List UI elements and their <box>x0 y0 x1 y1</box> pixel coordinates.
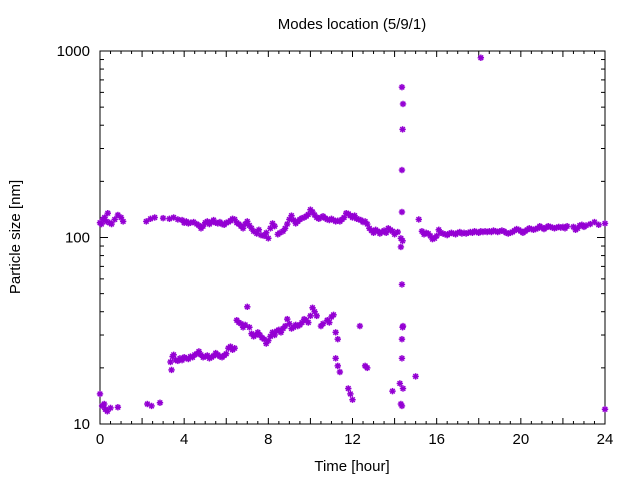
data-point <box>167 365 176 374</box>
y-tick-labels: 10 100 1000 <box>57 43 90 433</box>
data-point <box>335 368 344 376</box>
data-point <box>329 310 338 319</box>
data-point <box>230 344 239 353</box>
data-point <box>601 405 609 414</box>
data-point <box>119 217 128 226</box>
data-point <box>312 311 321 320</box>
data-point <box>150 213 159 222</box>
data-point <box>110 215 119 224</box>
data-point <box>355 322 364 331</box>
data-point <box>397 83 406 92</box>
data-point <box>222 349 231 358</box>
data-point <box>348 395 357 404</box>
data-point <box>107 220 116 229</box>
axis-ticks <box>99 50 606 425</box>
data-point <box>399 384 407 393</box>
data-point <box>331 354 340 363</box>
x-tick-labels: 0 4 8 12 16 20 24 <box>96 431 614 448</box>
data-point <box>333 361 342 370</box>
plot-frame <box>99 50 606 425</box>
data-point <box>96 389 104 398</box>
data-point <box>159 214 168 223</box>
y-tick-label: 1000 <box>57 43 90 60</box>
data-point <box>397 280 406 289</box>
data-point <box>397 166 406 174</box>
data-point <box>156 398 164 407</box>
y-tick-label: 100 <box>65 230 90 247</box>
x-tick-label: 8 <box>264 431 272 448</box>
data-point <box>399 322 407 331</box>
data-point <box>331 328 340 337</box>
data-point <box>414 215 423 224</box>
data-point <box>147 401 156 410</box>
data-point <box>245 323 254 332</box>
y-tick-label: 10 <box>73 416 90 433</box>
data-point <box>397 335 406 344</box>
data-point <box>594 220 603 229</box>
data-point <box>270 222 279 231</box>
data-point <box>396 242 405 251</box>
data-point <box>476 53 485 62</box>
data-point <box>113 403 122 412</box>
x-tick-label: 4 <box>180 431 188 448</box>
data-point <box>363 363 372 372</box>
data-point <box>563 222 572 231</box>
data-point <box>397 354 406 363</box>
data-point <box>601 219 609 228</box>
y-axis-label: Particle size [nm] <box>7 180 24 294</box>
data-point <box>399 100 407 108</box>
data-point <box>397 401 406 410</box>
data-point <box>106 403 115 412</box>
data-point <box>411 372 420 381</box>
data-point <box>393 228 402 236</box>
data-point <box>264 234 273 243</box>
x-tick-label: 16 <box>428 431 445 448</box>
data-point <box>397 208 406 216</box>
data-point <box>398 125 407 134</box>
data-point <box>395 379 404 388</box>
chart-title: Modes location (5/9/1) <box>278 16 426 33</box>
data-point <box>398 236 407 245</box>
data-point <box>243 302 252 311</box>
data-point <box>325 318 334 327</box>
x-tick-label: 0 <box>96 431 104 448</box>
data-points <box>96 53 609 416</box>
data-point <box>333 335 342 344</box>
data-point <box>100 400 109 408</box>
x-tick-label: 12 <box>344 431 361 448</box>
data-point <box>432 231 441 240</box>
data-point <box>304 318 313 327</box>
x-tick-label: 20 <box>512 431 529 448</box>
data-point <box>103 209 112 218</box>
x-tick-label: 24 <box>597 431 614 448</box>
x-axis-label: Time [hour] <box>314 458 389 475</box>
data-point <box>388 387 397 396</box>
data-point <box>346 389 355 398</box>
